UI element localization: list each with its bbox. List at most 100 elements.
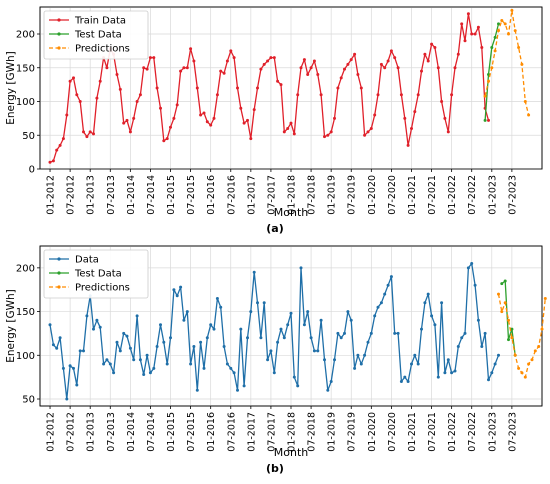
data-point — [507, 318, 510, 322]
data-point — [433, 46, 437, 49]
data-point — [115, 340, 119, 344]
data-point — [152, 56, 156, 60]
legend-label: Test Data — [74, 30, 122, 41]
data-point — [396, 331, 400, 335]
data-point — [242, 384, 246, 388]
data-point — [68, 79, 72, 83]
data-point — [105, 358, 109, 362]
data-point — [125, 334, 129, 338]
data-point — [225, 362, 229, 366]
data-point — [85, 314, 89, 318]
data-point — [456, 52, 460, 56]
data-point — [272, 56, 276, 60]
data-point — [356, 353, 360, 357]
data-point — [416, 362, 420, 366]
data-point — [95, 96, 99, 100]
x-tick-label: 07-2019 — [347, 175, 358, 215]
x-tick-label: 07-2022 — [467, 412, 478, 452]
x-axis-label: Month — [274, 446, 309, 459]
data-point — [232, 371, 236, 375]
data-point — [466, 12, 470, 16]
data-point — [239, 327, 243, 331]
data-point — [326, 133, 330, 137]
legend-box — [43, 10, 149, 60]
x-tick-label: 01-2018 — [287, 175, 298, 215]
data-point — [306, 310, 310, 314]
data-point — [346, 62, 350, 66]
data-point — [175, 103, 179, 107]
data-point — [122, 121, 126, 125]
data-point — [483, 331, 487, 335]
data-point — [513, 29, 517, 33]
data-point — [98, 79, 102, 83]
legend-label: Train Data — [74, 16, 126, 27]
data-point — [51, 343, 55, 347]
data-point — [540, 327, 544, 331]
data-point — [480, 345, 484, 348]
data-point — [155, 86, 159, 90]
data-point — [296, 384, 300, 388]
x-tick-label: 01-2015 — [166, 412, 177, 452]
data-point — [339, 76, 343, 80]
data-point — [289, 121, 293, 125]
data-point — [242, 121, 246, 125]
data-point — [185, 66, 189, 70]
data-point — [222, 71, 226, 75]
data-point — [138, 93, 142, 97]
data-point — [302, 323, 306, 327]
data-point — [450, 93, 454, 97]
x-tick-label: 01-2016 — [206, 412, 217, 452]
x-tick-label: 01-2022 — [447, 412, 458, 452]
x-tick-label: 01-2017 — [246, 412, 257, 452]
data-point — [159, 106, 162, 110]
data-point — [48, 160, 52, 164]
data-point — [165, 137, 169, 141]
data-point — [326, 388, 330, 392]
x-tick-label: 01-2012 — [46, 175, 57, 215]
x-tick-label: 07-2019 — [347, 412, 358, 452]
data-point — [118, 349, 122, 353]
data-point — [393, 331, 397, 335]
data-point — [487, 378, 490, 382]
data-point — [450, 371, 454, 375]
data-point — [145, 353, 149, 357]
data-point — [453, 369, 457, 373]
data-point — [122, 331, 126, 335]
data-point — [473, 32, 477, 36]
data-point — [379, 62, 383, 66]
data-point — [406, 380, 410, 383]
data-point — [105, 66, 109, 70]
data-point — [215, 297, 219, 300]
x-tick-label: 07-2018 — [307, 175, 318, 215]
data-point — [236, 388, 239, 392]
x-tick-label: 07-2014 — [146, 175, 157, 215]
data-point — [142, 373, 146, 376]
data-point — [199, 113, 203, 117]
data-point — [413, 110, 417, 114]
y-tick-label: 100 — [16, 351, 35, 362]
data-point — [333, 116, 336, 120]
data-point — [353, 52, 357, 56]
data-point — [212, 327, 216, 331]
data-point — [353, 366, 357, 370]
data-point — [453, 66, 457, 70]
data-point — [266, 358, 270, 362]
data-point — [483, 94, 487, 98]
data-point — [490, 66, 494, 70]
data-point — [527, 113, 531, 117]
data-point — [430, 314, 434, 318]
x-tick-label: 07-2021 — [427, 412, 438, 452]
data-point — [356, 73, 360, 76]
x-tick-label: 07-2015 — [186, 412, 197, 452]
data-point — [373, 314, 377, 318]
data-point — [500, 310, 504, 314]
data-point — [276, 340, 280, 344]
x-tick-label: 07-2015 — [186, 175, 197, 215]
data-point — [138, 358, 142, 362]
x-tick-label: 01-2013 — [86, 412, 97, 452]
x-tick-label: 07-2013 — [106, 412, 117, 452]
y-tick-label: 200 — [16, 263, 35, 274]
data-point — [440, 301, 444, 305]
data-point — [399, 380, 403, 383]
